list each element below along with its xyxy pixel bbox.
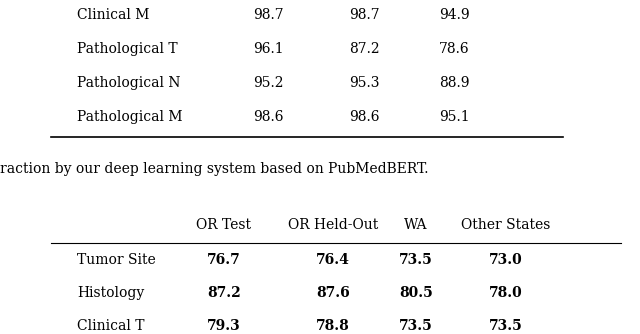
Text: 76.4: 76.4 (316, 253, 349, 267)
Text: 88.9: 88.9 (439, 76, 470, 90)
Text: 80.5: 80.5 (399, 286, 433, 300)
Text: 98.6: 98.6 (349, 110, 380, 124)
Text: Clinical M: Clinical M (77, 8, 149, 22)
Text: 79.3: 79.3 (207, 319, 241, 333)
Text: 98.6: 98.6 (253, 110, 284, 124)
Text: 94.9: 94.9 (439, 8, 470, 22)
Text: 96.1: 96.1 (253, 42, 284, 56)
Text: 98.7: 98.7 (349, 8, 380, 22)
Text: 95.2: 95.2 (253, 76, 284, 90)
Text: 87.2: 87.2 (349, 42, 380, 56)
Text: 76.7: 76.7 (207, 253, 241, 267)
Text: OR Held-Out: OR Held-Out (287, 218, 378, 232)
Text: 87.2: 87.2 (207, 286, 241, 300)
Text: OR Test: OR Test (196, 218, 252, 232)
Text: 78.6: 78.6 (439, 42, 470, 56)
Text: raction by our deep learning system based on PubMedBERT.: raction by our deep learning system base… (0, 162, 429, 176)
Text: 73.5: 73.5 (399, 253, 433, 267)
Text: Pathological N: Pathological N (77, 76, 180, 90)
Text: Clinical T: Clinical T (77, 319, 144, 333)
Text: 73.0: 73.0 (489, 253, 522, 267)
Text: Histology: Histology (77, 286, 144, 300)
Text: Tumor Site: Tumor Site (77, 253, 156, 267)
Text: 78.8: 78.8 (316, 319, 349, 333)
Text: 73.5: 73.5 (399, 319, 433, 333)
Text: 98.7: 98.7 (253, 8, 284, 22)
Text: 73.5: 73.5 (489, 319, 522, 333)
Text: Pathological T: Pathological T (77, 42, 177, 56)
Text: WA: WA (404, 218, 428, 232)
Text: 87.6: 87.6 (316, 286, 349, 300)
Text: 95.1: 95.1 (439, 110, 470, 124)
Text: 78.0: 78.0 (489, 286, 522, 300)
Text: Pathological M: Pathological M (77, 110, 182, 124)
Text: 95.3: 95.3 (349, 76, 380, 90)
Text: Other States: Other States (461, 218, 550, 232)
